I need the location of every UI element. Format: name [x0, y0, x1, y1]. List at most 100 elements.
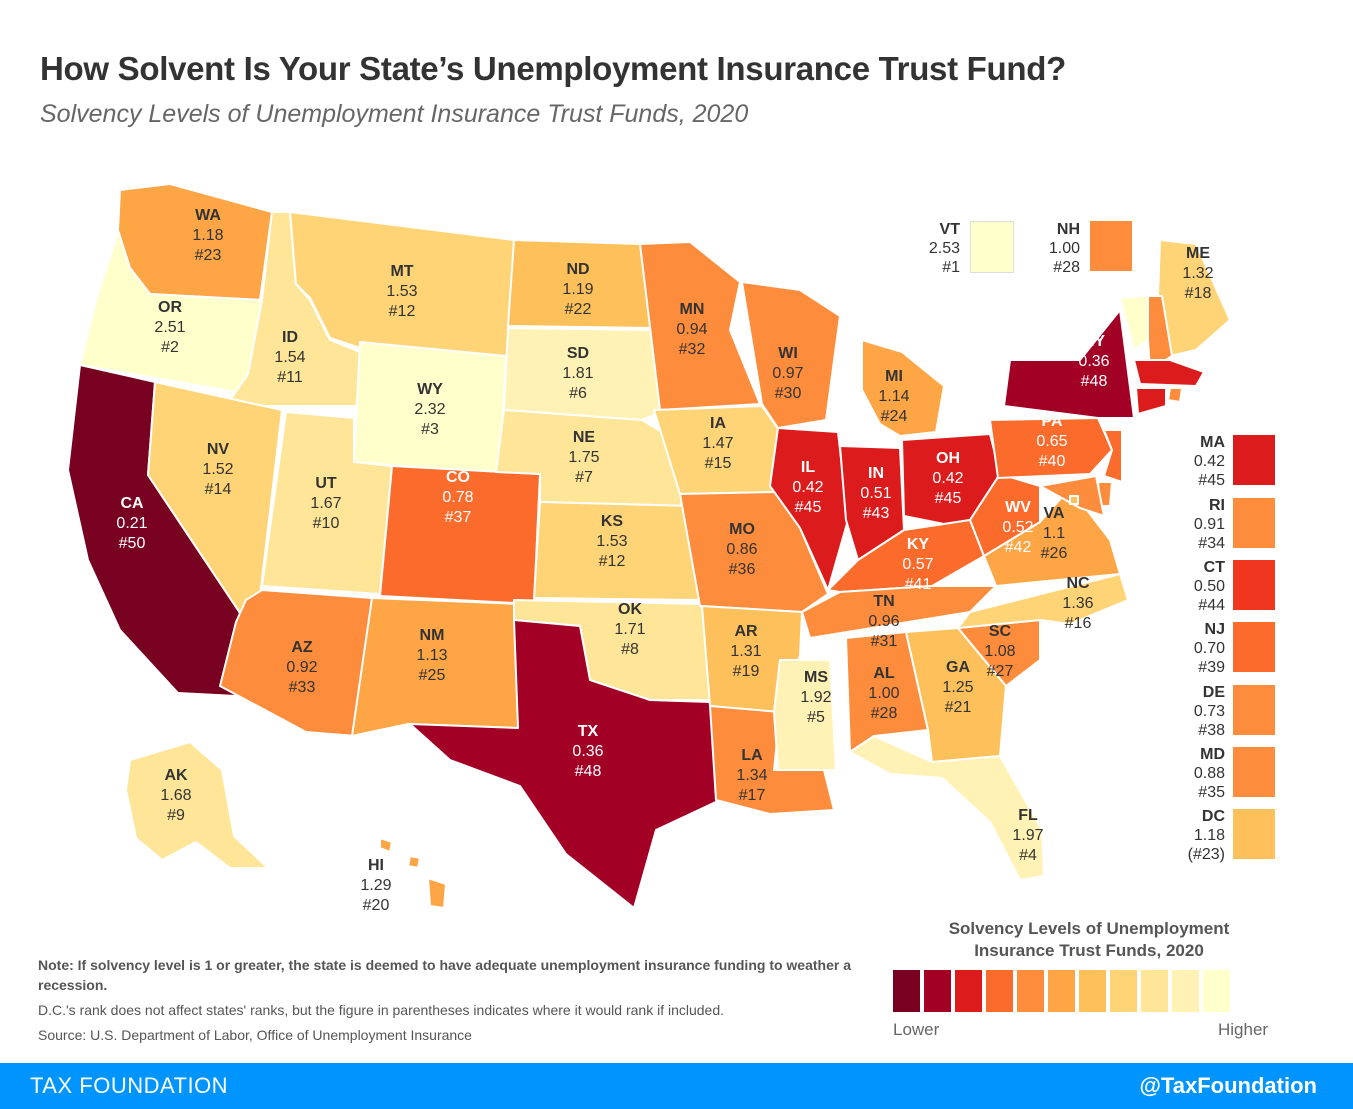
state-label-ky-value: 0.57 — [902, 556, 933, 573]
state-tx[interactable] — [409, 619, 721, 909]
side-nj-rank: #39 — [1198, 659, 1225, 676]
state-label-ne-value: 1.75 — [568, 449, 599, 466]
state-label-al-abbr: AL — [873, 665, 895, 682]
legend-bin-10 — [1172, 970, 1199, 1012]
footer-twitter-handle[interactable]: @TaxFoundation — [1139, 1073, 1317, 1098]
state-label-mn-abbr: MN — [680, 301, 705, 318]
state-pa[interactable] — [989, 417, 1113, 479]
state-ct[interactable] — [1135, 387, 1167, 415]
side-item-ct: CT 0.50 #44 — [1180, 559, 1275, 620]
state-label-ks-abbr: KS — [601, 513, 624, 530]
chart-title: How Solvent Is Your State’s Unemployment… — [40, 50, 1066, 87]
state-label-id-abbr: ID — [282, 329, 298, 346]
state-ms[interactable] — [773, 659, 837, 771]
state-ma[interactable] — [1133, 359, 1205, 387]
state-label-mi-abbr: MI — [885, 368, 903, 385]
side-md-swatch — [1233, 747, 1275, 797]
state-label-ms-value: 1.92 — [800, 689, 831, 706]
side-dc-value: 1.18 — [1193, 827, 1225, 844]
state-label-ca-value: 0.21 — [116, 515, 147, 532]
state-label-wi-abbr: WI — [778, 345, 798, 362]
state-label-il-value: 0.42 — [792, 479, 823, 496]
inset-nh-value: 1.00 — [1048, 240, 1080, 257]
state-label-wy-value: 2.32 — [414, 401, 445, 418]
side-ct-rank: #44 — [1198, 597, 1225, 614]
state-label-nd-value: 1.19 — [562, 281, 593, 298]
state-sd[interactable] — [503, 327, 661, 421]
state-ri[interactable] — [1167, 387, 1183, 403]
inset-nh-abbr: NH — [1056, 221, 1080, 238]
state-label-mt-value: 1.53 — [386, 283, 417, 300]
state-label-ne-rank: #7 — [575, 469, 593, 486]
state-label-sc-value: 1.08 — [984, 643, 1015, 660]
state-label-pa-abbr: PA — [1041, 413, 1062, 430]
side-md-rank: #35 — [1198, 784, 1225, 801]
inset-vt-swatch — [970, 221, 1014, 273]
state-label-me-rank: #18 — [1185, 285, 1212, 302]
state-label-ia-value: 1.47 — [702, 435, 733, 452]
state-label-ar-value: 1.31 — [730, 643, 761, 660]
state-ny[interactable] — [1003, 309, 1135, 419]
state-label-sc-rank: #27 — [987, 663, 1014, 680]
side-ma-value: 0.42 — [1193, 453, 1225, 470]
state-label-nv-rank: #14 — [205, 481, 232, 498]
state-label-mn-value: 0.94 — [676, 321, 707, 338]
state-label-il-abbr: IL — [801, 459, 815, 476]
state-fl[interactable] — [849, 735, 1045, 881]
state-label-wy-abbr: WY — [417, 381, 443, 398]
legend-low-label: Lower — [893, 1020, 940, 1039]
state-label-ky-rank: #41 — [905, 576, 932, 593]
state-label-nm-rank: #25 — [419, 667, 446, 684]
legend-bin-5 — [1017, 970, 1044, 1012]
side-item-md: MD 0.88 #35 — [1180, 746, 1275, 807]
source-line: Source: U.S. Department of Labor, Office… — [38, 1027, 472, 1043]
state-label-wv-value: 0.52 — [1002, 519, 1033, 536]
state-label-al-value: 1.00 — [868, 685, 899, 702]
state-wv[interactable] — [969, 473, 1041, 557]
state-label-me-value: 1.32 — [1182, 265, 1213, 282]
state-nj[interactable] — [1103, 429, 1123, 483]
side-dc-rank: (#23) — [1187, 846, 1225, 863]
state-label-sd-abbr: SD — [567, 345, 589, 362]
state-wi[interactable] — [741, 281, 841, 429]
state-label-nc-abbr: NC — [1066, 575, 1090, 592]
side-dc-swatch — [1233, 809, 1275, 859]
state-label-ky-abbr: KY — [907, 536, 930, 553]
state-label-mi-rank: #24 — [881, 408, 908, 425]
state-mi[interactable] — [861, 339, 945, 437]
state-label-nv-abbr: NV — [207, 441, 230, 458]
state-label-wv-rank: #42 — [1005, 539, 1032, 556]
legend-bin-3 — [955, 970, 982, 1012]
side-nj-abbr: NJ — [1204, 621, 1225, 638]
inset-vt-value: 2.53 — [928, 240, 960, 257]
side-item-nj: NJ 0.70 #39 — [1180, 621, 1275, 682]
state-label-or-value: 2.51 — [154, 319, 185, 336]
state-dc[interactable] — [1069, 495, 1079, 505]
state-label-ak-rank: #9 — [167, 807, 185, 824]
state-label-la-rank: #17 — [739, 787, 766, 804]
state-label-or-rank: #2 — [161, 339, 179, 356]
state-label-hi-abbr: HI — [368, 857, 384, 874]
state-label-pa-rank: #40 — [1039, 453, 1066, 470]
state-label-nc-value: 1.36 — [1062, 595, 1093, 612]
state-label-mt-abbr: MT — [390, 263, 413, 280]
side-de-swatch — [1233, 685, 1275, 735]
state-label-wy-rank: #3 — [421, 421, 439, 438]
state-label-mi-value: 1.14 — [878, 388, 909, 405]
state-ak[interactable] — [125, 741, 269, 869]
side-dc-abbr: DC — [1201, 808, 1225, 825]
state-label-fl-value: 1.97 — [1012, 827, 1043, 844]
state-label-va-rank: #26 — [1041, 545, 1068, 562]
state-hi[interactable] — [379, 837, 447, 909]
side-ct-swatch — [1233, 560, 1275, 610]
state-co[interactable] — [379, 465, 541, 605]
state-label-or-abbr: OR — [158, 299, 182, 316]
state-al[interactable] — [845, 631, 929, 753]
state-label-id-value: 1.54 — [274, 349, 305, 366]
side-ri-swatch — [1233, 498, 1275, 548]
state-label-fl-rank: #4 — [1019, 847, 1037, 864]
state-label-nv-value: 1.52 — [202, 461, 233, 478]
state-label-wa-value: 1.18 — [192, 227, 223, 244]
state-label-tx-rank: #48 — [575, 763, 602, 780]
